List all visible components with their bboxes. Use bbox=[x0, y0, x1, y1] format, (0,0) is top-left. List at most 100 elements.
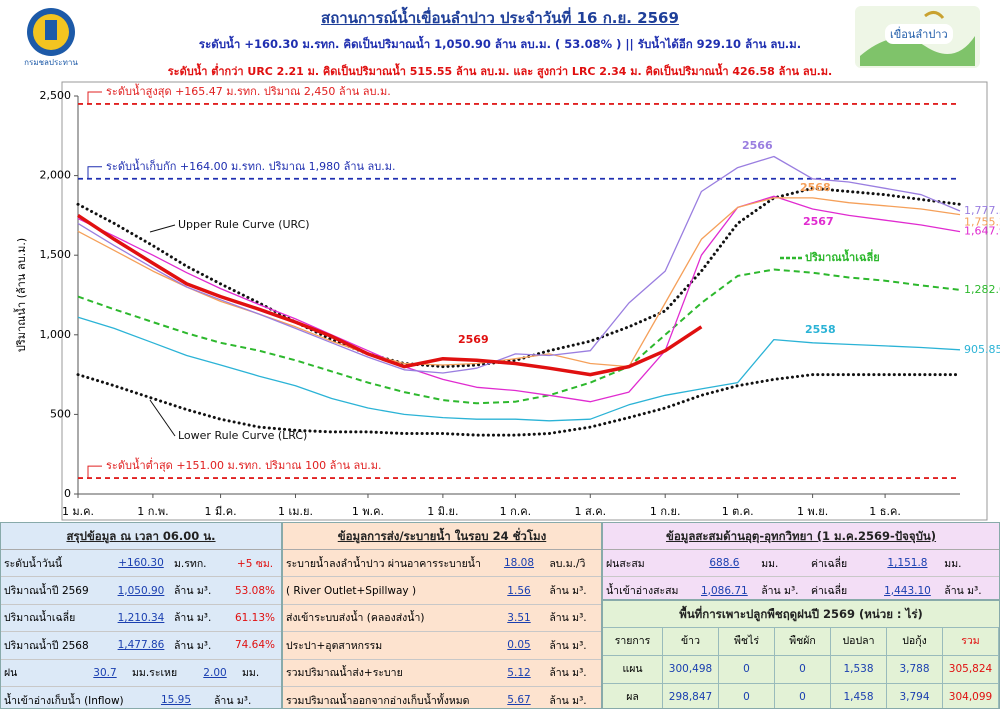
series-line bbox=[76, 186, 962, 369]
right-logo-text: เขื่อนลำปาว bbox=[885, 24, 953, 44]
crop-cell: 3,794 bbox=[886, 683, 943, 708]
x-tick-label: 1 ก.ค. bbox=[500, 505, 532, 518]
cell: ลบ.ม./วิ bbox=[549, 557, 586, 570]
panel-row: ปริมาณน้ำปี 2568 1,477.86 ล้าน ม³. 74.64% bbox=[1, 632, 281, 660]
cell: น้ำเข้าอ่างเก็บน้ำ (Inflow) bbox=[4, 694, 124, 707]
cell: ( River Outlet+Spillway ) bbox=[286, 584, 417, 597]
cell: ฝนสะสม bbox=[606, 557, 645, 570]
hydro-panel: ข้อมูลสะสมด้านอุตุ-อุทกวิทยา (1 ม.ค.2569… bbox=[602, 522, 1000, 600]
x-tick-label: 1 ต.ค. bbox=[722, 505, 754, 518]
panel-title: ข้อมูลสะสมด้านอุตุ-อุทกวิทยา (1 ม.ค.2569… bbox=[603, 523, 999, 550]
chart-frame bbox=[61, 81, 988, 521]
series-label: Lower Rule Curve (LRC) bbox=[178, 429, 307, 442]
x-tick-label: 1 ส.ค. bbox=[575, 505, 607, 518]
series-label: ปริมาณน้ำเฉลี่ย bbox=[805, 249, 880, 264]
series-line bbox=[77, 213, 703, 377]
crop-header: พืชไร่ bbox=[718, 627, 775, 656]
y-tick-label: 1,500 bbox=[40, 248, 72, 261]
crop-cell: 298,847 bbox=[662, 683, 719, 708]
cell: ส่งเข้าระบบส่งน้ำ (คลองส่งน้ำ) bbox=[286, 612, 425, 625]
end-value-label: 905.85 bbox=[964, 343, 1000, 356]
end-value-label: 1,777.39 bbox=[964, 204, 1000, 217]
crop-cell: 304,099 bbox=[942, 683, 999, 708]
x-tick-label: 1 ม.ค. bbox=[62, 505, 94, 518]
y-tick-label: 500 bbox=[50, 407, 71, 420]
cell: รวมปริมาณน้ำออกจากอ่างเก็บน้ำทั้งหมด bbox=[286, 694, 470, 707]
crop-cell: 0 bbox=[718, 683, 775, 708]
x-tick-label: 1 ก.พ. bbox=[137, 505, 168, 518]
label-pointer bbox=[149, 224, 176, 233]
subtitle: ระดับน้ำ +160.30 ม.รทก. คิดเป็นปริมาณน้ำ… bbox=[198, 37, 802, 51]
reference-leader bbox=[87, 465, 102, 479]
cell: มม.ระเหย bbox=[132, 667, 178, 680]
crops-panel: พื้นที่การเพาะปลูกพืชฤดูฝนปี 2569 (หน่วย… bbox=[602, 600, 1000, 709]
end-value-label: 1,755.20 bbox=[964, 216, 1000, 229]
reference-leader bbox=[87, 166, 102, 179]
left-logo-text: กรมชลประทาน bbox=[24, 58, 78, 67]
cell: 30.7 bbox=[93, 666, 117, 679]
panel-row: รวมปริมาณน้ำส่ง+ระบาย 5.12 ล้าน ม³. bbox=[283, 660, 601, 687]
panel-row: ฝน 30.7 มม.ระเหย 2.00 มม. bbox=[1, 660, 281, 687]
panel-row: น้ำเข้าอ่างเก็บน้ำ (Inflow) 15.95 ล้าน ม³. bbox=[1, 687, 281, 708]
x-tick-label: 1 พ.ย. bbox=[797, 505, 828, 518]
panel-row: ส่งเข้าระบบส่งน้ำ (คลองส่งน้ำ) 3.51 ล้าน ม… bbox=[283, 605, 601, 633]
reference-leader bbox=[87, 91, 102, 104]
x-tick-label: 1 ธ.ค. bbox=[869, 505, 901, 518]
logo-icon bbox=[27, 8, 75, 56]
cell: รวมปริมาณน้ำส่ง+ระบาย bbox=[286, 667, 403, 680]
crop-cell: 3,788 bbox=[886, 655, 943, 684]
x-tick-label: 1 มี.ค. bbox=[205, 505, 237, 518]
series-label: 2567 bbox=[803, 215, 834, 228]
crop-header: ข้าว bbox=[662, 627, 719, 656]
panel-row: ปริมาณน้ำปี 2569 1,050.90 ล้าน ม³. 53.08% bbox=[1, 577, 281, 605]
reference-label: ระดับน้ำเก็บกัก +164.00 ม.รทก. ปริมาณ 1,… bbox=[106, 158, 396, 173]
cell: 688.6 bbox=[709, 557, 740, 570]
release-panel: ข้อมูลการส่ง/ระบายน้ำ ในรอบ 24 ชั่วโมง ระ… bbox=[282, 522, 602, 709]
cell: ระบายน้ำลงลำน้ำปาว ผ่านอาคารระบายน้ำ bbox=[286, 557, 481, 570]
reference-label: ระดับน้ำต่ำสุด +151.00 ม.รทก. ปริมาณ 100… bbox=[106, 457, 382, 472]
left-logo: กรมชลประทาน bbox=[20, 6, 82, 68]
cell: ค่าเฉลี่ย bbox=[810, 585, 848, 598]
series-line bbox=[77, 195, 961, 403]
crop-cell: 0 bbox=[774, 683, 831, 708]
end-value-label: 1,647.93 bbox=[964, 225, 1000, 238]
cell: +160.30 bbox=[118, 557, 164, 570]
cell: ปริมาณน้ำปี 2568 bbox=[4, 639, 89, 652]
cell: 1,050.90 bbox=[117, 584, 165, 597]
cell: ฝน bbox=[4, 667, 18, 680]
cell: 5.67 bbox=[507, 694, 531, 707]
cell: 1,151.8 bbox=[887, 557, 928, 570]
end-value-label: 1,282.06 bbox=[964, 283, 1000, 296]
panel-row: ระบายน้ำลงลำน้ำปาว ผ่านอาคารระบายน้ำ 18.0… bbox=[283, 550, 601, 578]
panel-row: ปริมาณน้ำเฉลี่ย 1,210.34 ล้าน ม³. 61.13% bbox=[1, 605, 281, 633]
crop-cell: ผล bbox=[603, 683, 663, 708]
cell: ล้าน ม³. bbox=[549, 667, 587, 680]
cell: ล้าน ม³. bbox=[549, 694, 587, 707]
y-tick-label: 1,000 bbox=[40, 328, 72, 341]
cell: ค่าเฉลี่ย bbox=[810, 557, 848, 570]
series-label: 2568 bbox=[800, 181, 831, 194]
cell: 1,477.86 bbox=[117, 639, 165, 652]
series-line bbox=[77, 155, 961, 374]
cell: 3.51 bbox=[507, 611, 531, 624]
panel-row: ( River Outlet+Spillway ) 1.56 ล้าน ม³. bbox=[283, 577, 601, 605]
panel-title: ข้อมูลการส่ง/ระบายน้ำ ในรอบ 24 ชั่วโมง bbox=[283, 523, 601, 550]
crop-cell: 305,824 bbox=[942, 655, 999, 684]
cell: +5 ซม. bbox=[236, 557, 274, 570]
y-tick-label: 2,500 bbox=[40, 89, 72, 102]
panel-title: สรุปข้อมูล ณ เวลา 06.00 น. bbox=[1, 523, 281, 550]
x-tick-label: 1 ก.ย. bbox=[650, 505, 681, 518]
cell: 1,086.71 bbox=[700, 584, 748, 597]
panel-row: ระดับน้ำวันนี้ +160.30 ม.รทก. +5 ซม. bbox=[1, 550, 281, 578]
x-tick-label: 1 เม.ย. bbox=[278, 505, 313, 518]
cell: ม.รทก. bbox=[174, 557, 207, 570]
cell: 61.13% bbox=[234, 611, 276, 624]
series-label: 2558 bbox=[805, 323, 836, 336]
right-logo: เขื่อนลำปาว bbox=[855, 6, 980, 68]
cell: ประปา+อุตสาหกรรม bbox=[286, 639, 383, 652]
x-tick-label: 1 มิ.ย. bbox=[427, 505, 458, 518]
cell: มม. bbox=[944, 557, 962, 570]
cell: ล้าน ม³. bbox=[174, 585, 212, 598]
status-line: ระดับน้ำ ต่ำกว่า URC 2.21 ม. คิดเป็นปริม… bbox=[167, 65, 833, 78]
cell: มม. bbox=[242, 667, 260, 680]
